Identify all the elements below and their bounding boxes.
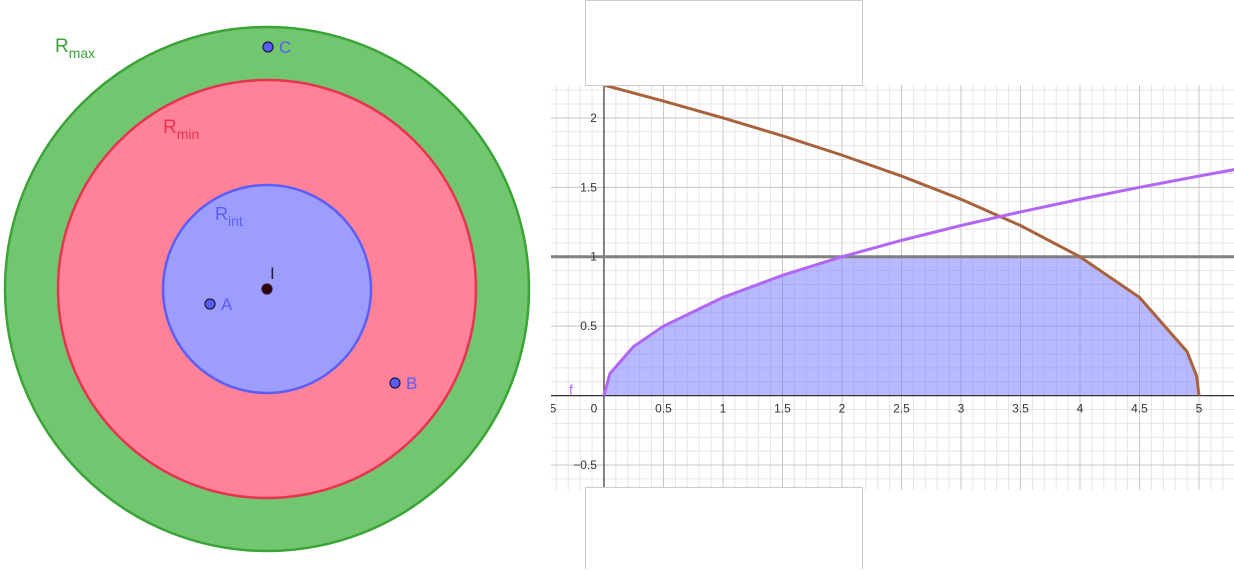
label-sub: int (228, 213, 243, 229)
x-tick-label: 0 (591, 402, 598, 416)
shaded-region (603, 256, 1200, 396)
point (389, 377, 401, 389)
x-tick-label: 2.5 (893, 402, 910, 416)
x-tick-label: −0.5 (533, 402, 557, 416)
label-sub: min (177, 126, 200, 142)
x-tick-label: 4 (1077, 402, 1084, 416)
label-main: R (55, 36, 69, 57)
x-tick-label: 0.5 (655, 402, 672, 416)
point-label: A (221, 295, 233, 314)
y-tick-label: 2 (590, 111, 597, 125)
x-tick-label: 3 (958, 402, 965, 416)
point (262, 41, 274, 53)
point-label: C (279, 38, 291, 57)
panel-bottom (585, 487, 863, 574)
point-label: B (406, 374, 417, 393)
y-tick-label: 0.5 (580, 319, 597, 333)
panel-top (585, 0, 863, 86)
point (261, 283, 273, 295)
label-sub: max (69, 45, 95, 61)
x-tick-label: 1 (720, 402, 727, 416)
point (204, 298, 216, 310)
curve-f (602, 168, 1234, 396)
x-tick-label: 2 (839, 402, 846, 416)
circle-label: Rmax (55, 36, 95, 61)
function-label: f (569, 382, 573, 398)
y-tick-label: 1 (590, 250, 597, 264)
x-tick-label: 3.5 (1012, 402, 1029, 416)
x-tick-label: 4.5 (1131, 402, 1148, 416)
circle-label: Rmin (163, 117, 199, 142)
y-tick-label: 1.5 (580, 180, 597, 194)
x-tick-label: 1.5 (774, 402, 791, 416)
x-tick-label: 5 (1196, 402, 1203, 416)
y-tick-label: −0.5 (573, 458, 597, 472)
graph: −0.5 0 0.5 1 1.5 2 2.5 3 3.5 4 4.5 5 −0.5 0.5 1 1.5 2 f (533, 85, 1234, 490)
label-main: R (215, 204, 228, 224)
point-label: I (270, 264, 275, 283)
label-main: R (163, 117, 177, 138)
curve-g (603, 85, 1201, 396)
circle-label: Rint (215, 204, 243, 229)
